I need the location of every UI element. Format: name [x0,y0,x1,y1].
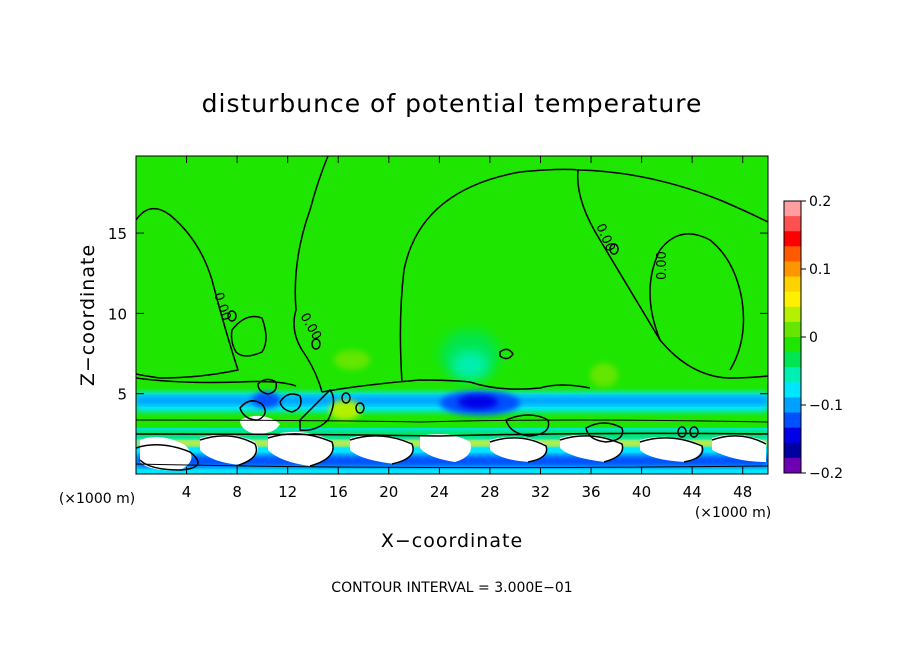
colorbar-swatch [784,412,801,429]
contour-small-loops [227,243,699,438]
colorbar-swatch [784,367,801,383]
colorbar-swatch [784,201,801,217]
colorbar-tick-label: 0.1 [809,262,831,278]
colorbar-swatch [784,457,801,474]
warm-patch-2 [590,363,618,387]
y-tick-label: 10 [108,305,127,323]
colorbar-swatch [784,291,801,308]
colorbar-swatch [784,397,801,414]
colorbar-tick-label: −0.2 [809,466,843,482]
x-tick-label: 8 [232,483,242,501]
colorbar-swatch [784,246,801,262]
plot-frame [135,155,769,475]
y-axis-label: Z−coordinate [77,244,99,386]
colorbar [783,200,802,474]
cyan-patch-core [452,351,488,379]
x-tick-label: 20 [379,483,398,501]
x-axis: 4 8 12 16 20 24 28 32 36 40 44 48 [182,156,752,501]
colorbar-swatch [784,427,801,444]
warm-patch-3 [329,400,361,420]
colorbar-swatch [784,306,801,323]
colorbar-swatch [784,321,801,338]
colorbar-swatch [784,382,801,398]
x-tick-label: 48 [733,483,752,501]
y-tick-label: 15 [108,225,127,243]
colorbar-swatch [784,231,801,247]
y-tick-label: 5 [117,386,127,404]
x-tick-label: 44 [683,483,702,501]
warm-patch [334,350,370,370]
x-tick-label: 28 [480,483,499,501]
x-axis-label: X−coordinate [381,530,523,552]
colorbar-swatch [784,261,801,278]
cool-patch [252,392,280,408]
colorbar-tick-label: 0.2 [809,194,831,210]
chart-title: disturbunce of potential temperature [202,89,703,118]
x-tick-label: 24 [430,483,449,501]
contour-interval-footer: CONTOUR INTERVAL = 3.000E−01 [331,580,572,596]
colorbar-tick-label: 0 [809,330,818,346]
plot-area: 0.00 0.00 0.00 0.00 [135,155,769,475]
cold-core-deep [458,395,498,409]
colorbar-swatch [784,442,801,459]
colorbar-ticks: 0.2 0.1 0 −0.1 −0.2 [801,194,843,482]
lower-green-strip [136,430,768,438]
x-tick-label: 32 [531,483,550,501]
x-tick-label: 12 [278,483,297,501]
colorbar-swatch [784,216,801,232]
colorbar-tick-label: −0.1 [809,398,843,414]
x-unit-label: (×1000 m) [59,491,135,507]
colorbar-swatch [784,352,801,368]
x-tick-label: 4 [182,483,192,501]
contour-lines [136,156,768,471]
svg-text:0.00: 0.00 [655,251,670,280]
colorbar-swatch [784,337,801,353]
y-axis: 5 10 15 [108,225,768,404]
x-tick-label: 36 [581,483,600,501]
z-unit-label: (×1000 m) [695,505,771,521]
colorbar-swatch [784,276,801,293]
x-tick-label: 16 [329,483,348,501]
x-tick-label: 40 [632,483,651,501]
